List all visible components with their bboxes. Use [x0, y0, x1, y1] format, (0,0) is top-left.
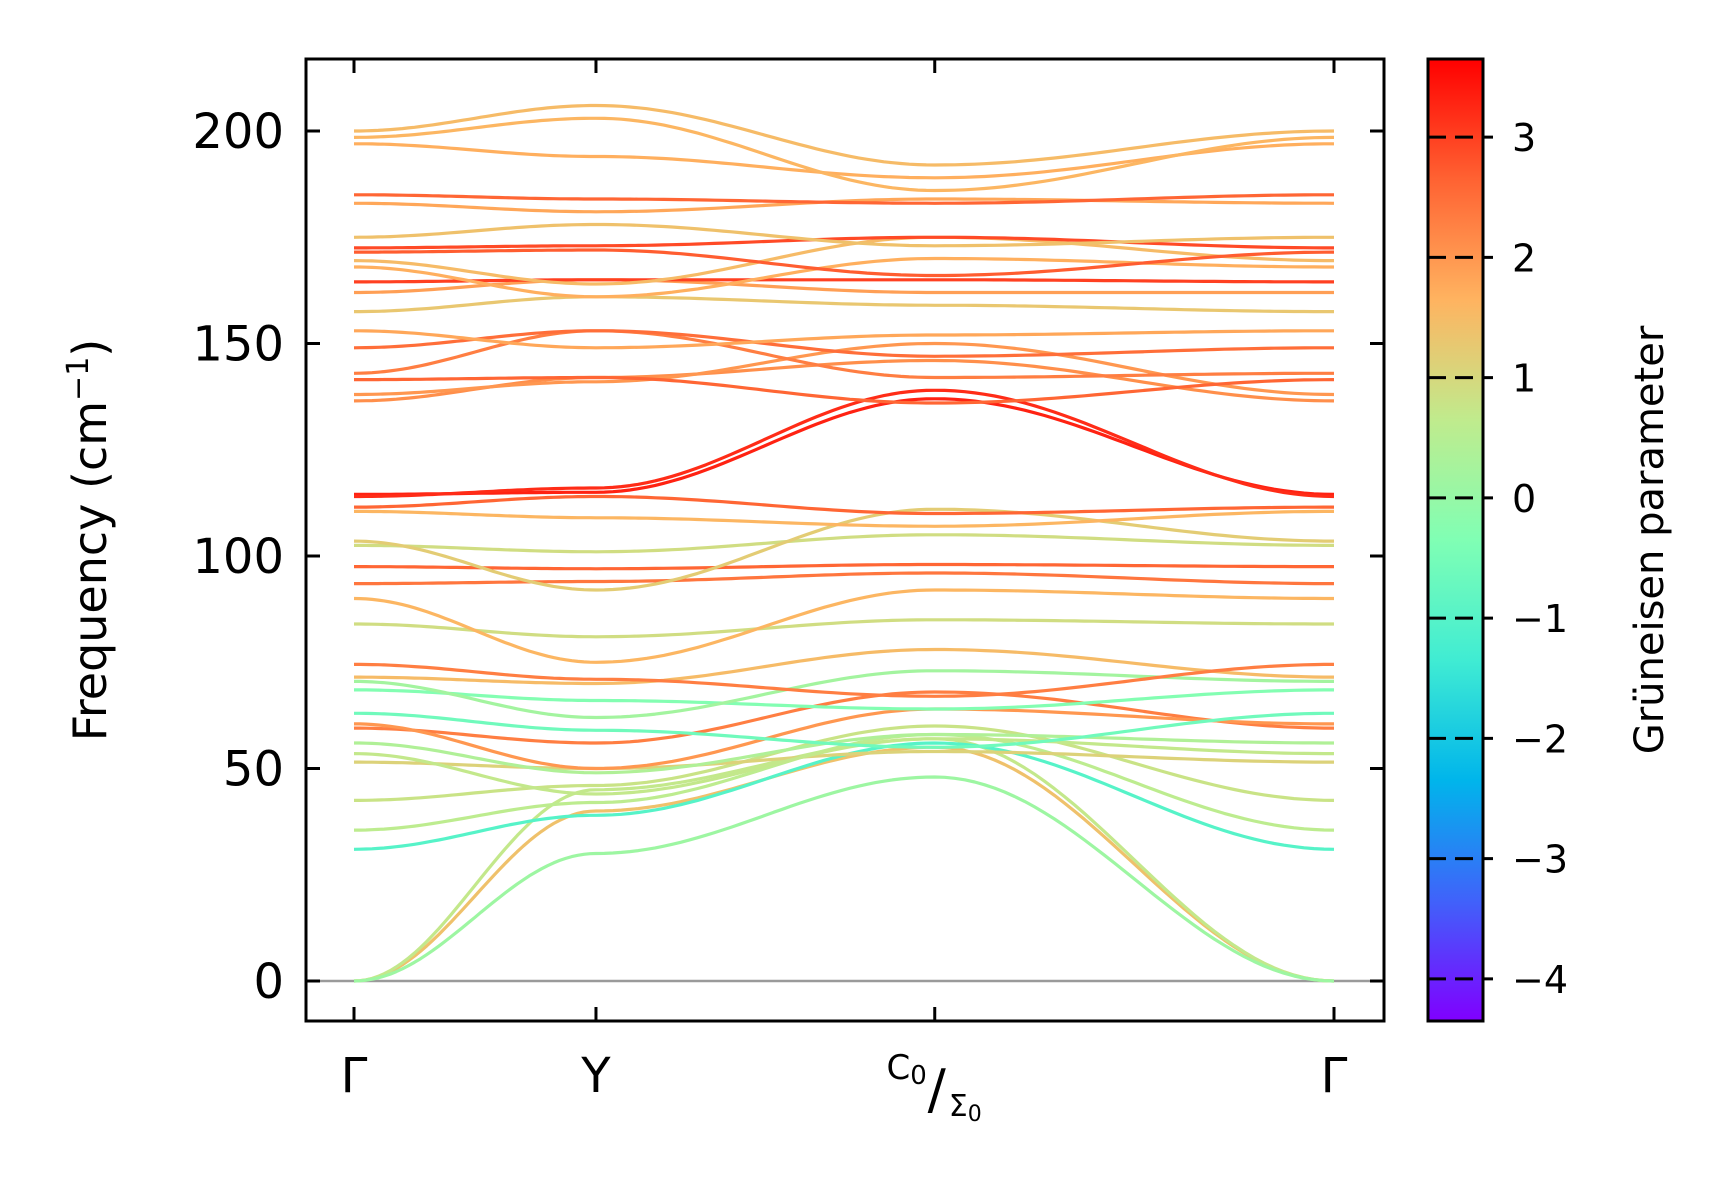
phonon-band-8 [353, 737, 1334, 796]
x-tick-label: Γ [341, 1048, 368, 1104]
phonon-band-6 [354, 724, 1335, 802]
colorbar-tick-label: 1 [1512, 357, 1536, 401]
phonon-band-12 [354, 711, 1334, 749]
phonon-band-9 [354, 732, 1334, 775]
x-tick-label: Y [580, 1048, 611, 1104]
phonon-band-5 [354, 732, 1335, 832]
colorbar [1426, 57, 1485, 1023]
phonon-band-23 [354, 509, 1334, 528]
phonon-band-4 [353, 741, 1335, 851]
phonon-band-44 [353, 116, 1335, 193]
y-tick-label: 100 [192, 529, 284, 585]
plot-frame [304, 57, 1386, 1023]
phonon-band-18 [353, 588, 1334, 664]
phonon-band-10 [354, 690, 1334, 745]
phonon-band-17 [354, 618, 1334, 639]
phonon-band-21 [354, 533, 1334, 554]
phonon-band-42 [354, 193, 1334, 205]
y-axis-label-main: Frequency (cm [63, 401, 117, 741]
phonon-band-13 [354, 688, 1334, 711]
x-axis: Γ Y C0/Σ0 Γ [341, 59, 1348, 1127]
colorbar-tick-label: −4 [1512, 958, 1568, 1002]
phonon-band-7 [354, 749, 1334, 771]
phonon-band-32 [354, 329, 1334, 350]
phonon-band-28 [354, 341, 1335, 397]
phonon-band-30 [353, 329, 1334, 380]
phonon-band-35 [354, 278, 1334, 284]
phonon-band-38 [354, 248, 1335, 278]
y-axis-label: Frequency (cm−1) [61, 339, 117, 742]
phonon-band-29 [354, 375, 1335, 405]
phonon-band-3 [353, 775, 1335, 983]
phonon-band-43 [354, 142, 1334, 180]
colorbar-ticks: −4 −3 −2 −1 0 1 2 3 [1428, 116, 1568, 1002]
phonon-band-26 [354, 388, 1335, 499]
phonon-band-24 [354, 494, 1334, 516]
phonon-band-33 [354, 295, 1334, 314]
x-tick-label-split: C0/Σ0 [886, 1048, 981, 1127]
colorbar-tick-label: −1 [1512, 597, 1568, 641]
phonon-band-40 [353, 222, 1334, 248]
phonon-band-37 [353, 235, 1334, 286]
phonon-band-34 [354, 278, 1334, 295]
phonon-band-25 [354, 397, 1335, 496]
y-axis: 0 50 100 150 200 [192, 104, 1384, 1010]
phonon-bands [353, 103, 1335, 983]
y-axis-label-sup: −1 [61, 357, 96, 401]
x-tick-label-slash: / [928, 1058, 947, 1121]
phonon-band-41 [354, 197, 1335, 214]
colorbar-label: Grüneisen parameter [1627, 325, 1673, 754]
y-tick-label: 150 [192, 317, 284, 373]
phonon-band-2 [353, 737, 1335, 983]
colorbar-tick-label: 2 [1512, 236, 1536, 280]
colorbar-tick-label: −2 [1512, 717, 1568, 761]
x-tick-label-top: C0 [886, 1048, 926, 1091]
colorbar-tick-label: −3 [1512, 838, 1568, 882]
phonon-band-1 [353, 745, 1335, 983]
phonon-band-22 [353, 507, 1334, 592]
phonon-band-19 [354, 571, 1334, 586]
phonon-band-20 [354, 562, 1334, 571]
y-tick-label: 0 [253, 954, 284, 1010]
colorbar-tick-label: 3 [1512, 116, 1536, 160]
y-tick-label: 50 [223, 742, 284, 798]
phonon-band-14 [354, 669, 1334, 720]
phonon-band-45 [354, 103, 1335, 167]
y-tick-label: 200 [192, 104, 284, 160]
phonon-band-16 [354, 662, 1334, 698]
x-tick-label: Γ [1321, 1048, 1348, 1104]
phonon-band-15 [354, 647, 1334, 686]
colorbar-tick-label: 0 [1512, 477, 1536, 521]
y-axis-label-close: ) [63, 339, 117, 357]
x-tick-label-bottom: Σ0 [949, 1089, 982, 1127]
